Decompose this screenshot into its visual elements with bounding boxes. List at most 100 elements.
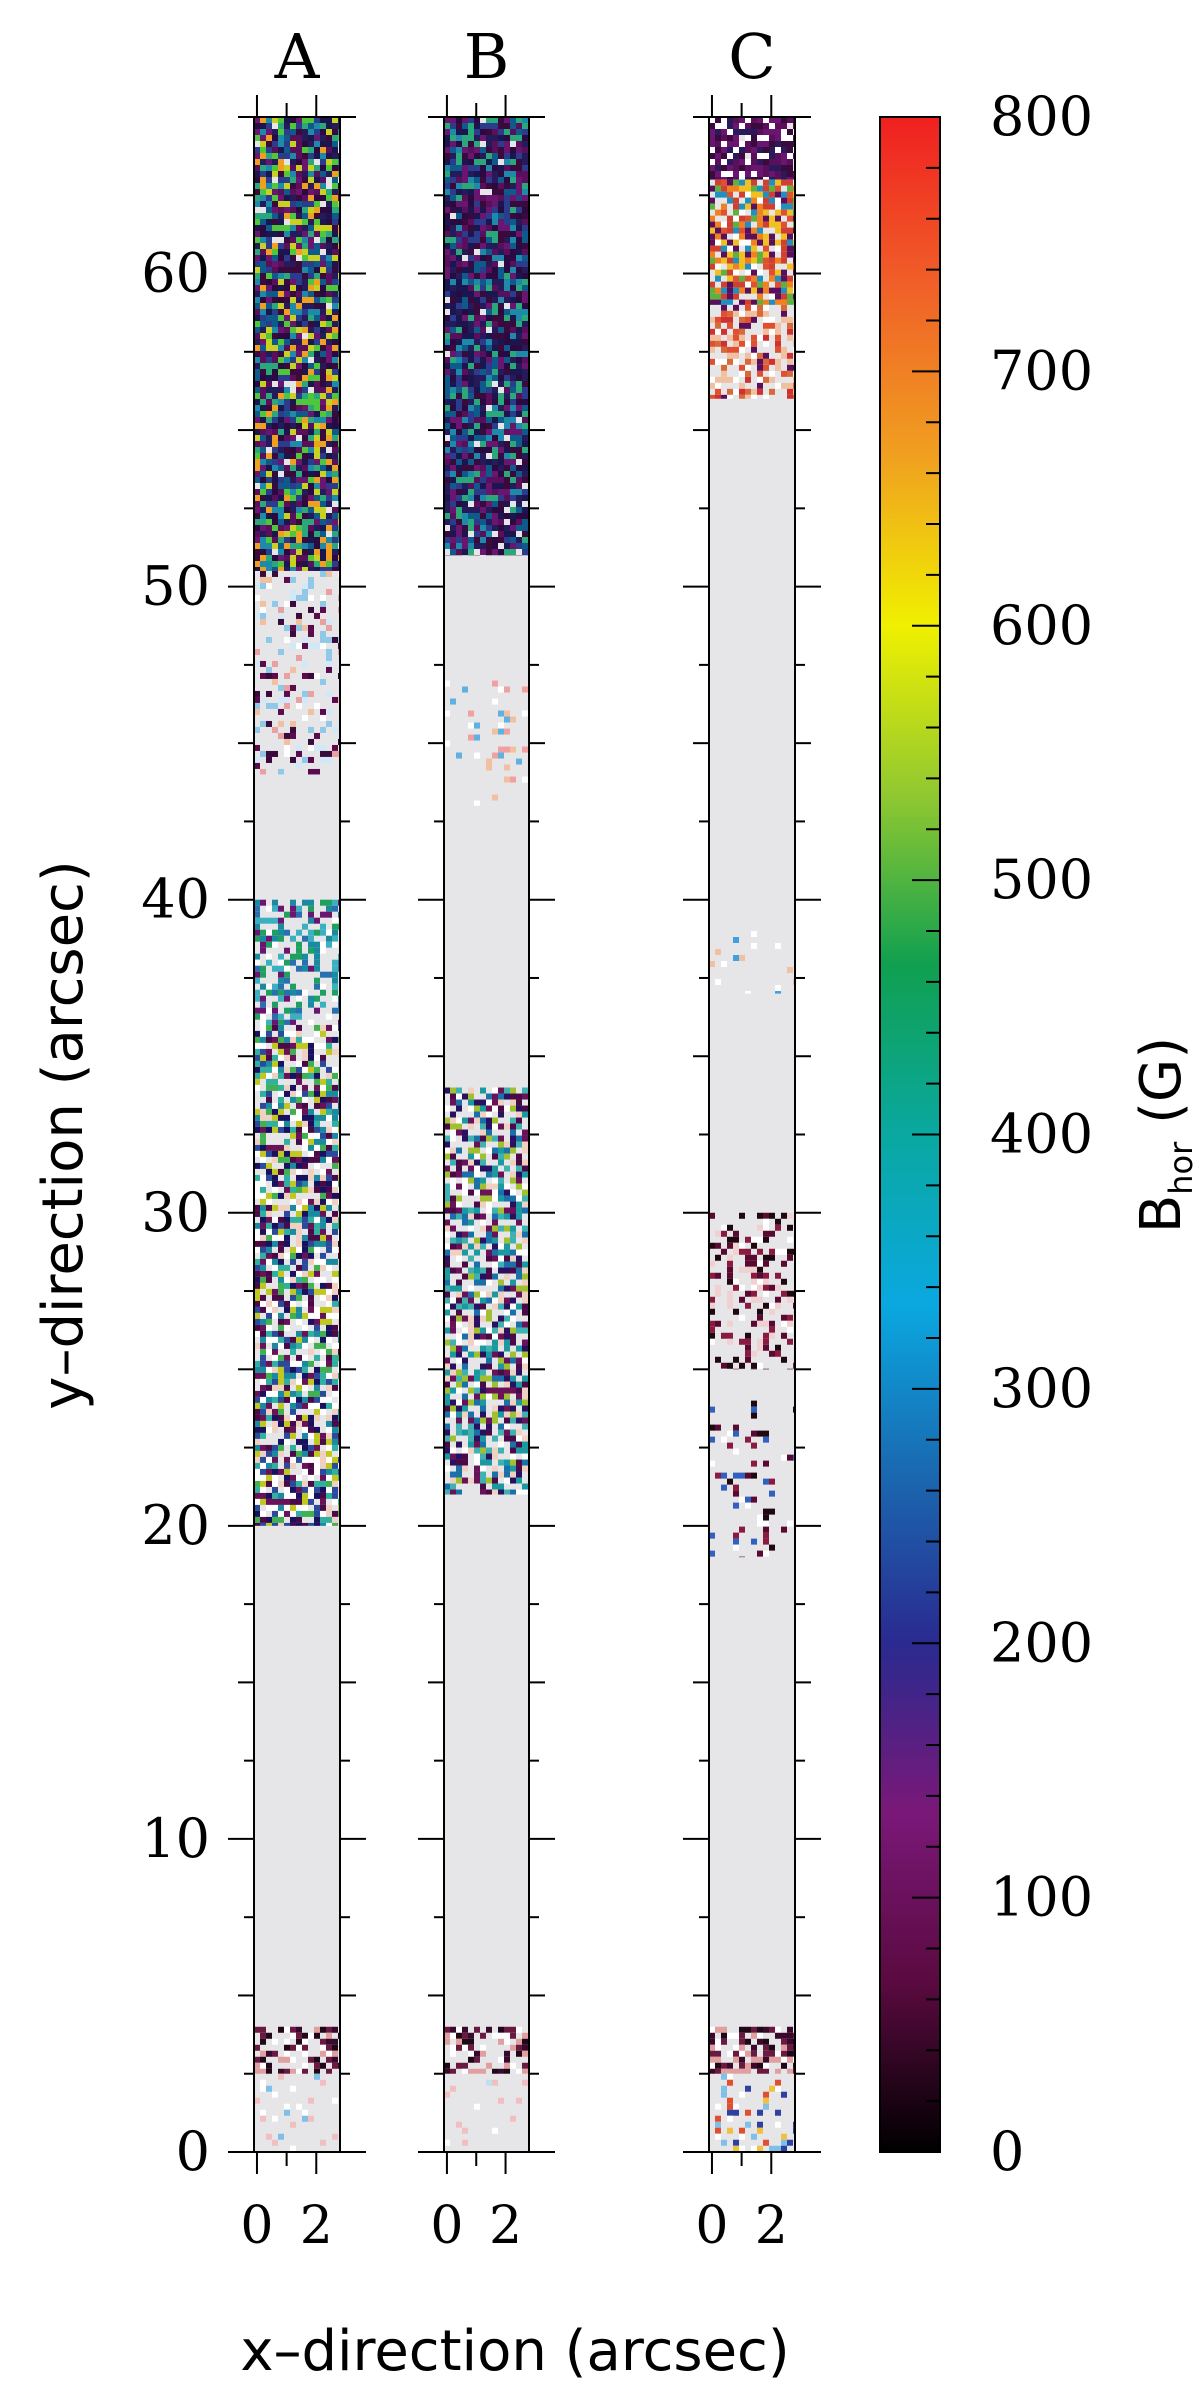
heatmap-cell: [254, 1066, 260, 1073]
heatmap-cell: [468, 351, 474, 357]
heatmap-cell: [516, 1213, 522, 1220]
heatmap-cell: [332, 309, 338, 315]
heatmap-cell: [302, 411, 308, 417]
heatmap-cell: [302, 1222, 308, 1229]
heatmap-cell: [284, 600, 290, 607]
heatmap-cell: [320, 1462, 326, 1469]
heatmap-cell: [284, 1102, 290, 1109]
heatmap-cell: [266, 1366, 272, 1373]
heatmap-cell: [486, 285, 492, 291]
heatmap-cell: [332, 1330, 338, 1337]
heatmap-cell: [486, 549, 492, 555]
heatmap-cell: [332, 459, 338, 465]
heatmap-cell: [272, 165, 278, 171]
heatmap-cell: [727, 177, 733, 180]
heatmap-cell: [444, 1381, 450, 1388]
heatmap-cell: [450, 237, 456, 243]
heatmap-cell: [510, 255, 516, 261]
heatmap-cell: [296, 1318, 302, 1325]
heatmap-cell: [284, 537, 290, 543]
heatmap-cell: [272, 249, 278, 255]
heatmap-cell: [468, 1087, 474, 1094]
heatmap-cell: [456, 507, 462, 513]
heatmap-cell: [504, 327, 510, 333]
heatmap-cell: [492, 321, 498, 327]
heatmap-cell: [480, 1429, 486, 1436]
heatmap-cell: [302, 1252, 308, 1259]
heatmap-cell: [308, 237, 314, 243]
heatmap-cell: [296, 567, 302, 571]
heatmap-cell: [278, 333, 284, 339]
heatmap-cell: [474, 1207, 480, 1214]
heatmap-cell: [492, 549, 498, 555]
heatmap-cell: [492, 1213, 498, 1220]
heatmap-cell: [757, 239, 763, 246]
heatmap-cell: [468, 117, 474, 123]
heatmap-cell: [498, 1213, 504, 1220]
heatmap-cell: [296, 744, 302, 751]
heatmap-cell: [510, 261, 516, 267]
heatmap-cell: [296, 1078, 302, 1085]
heatmap-cell: [498, 291, 504, 297]
heatmap-cell: [462, 465, 468, 471]
heatmap-cell: [302, 660, 308, 667]
heatmap-cell: [510, 237, 516, 243]
heatmap-cell: [468, 129, 474, 135]
heatmap-cell: [272, 1510, 278, 1517]
heatmap-cell: [498, 333, 504, 339]
heatmap-cell: [721, 177, 727, 180]
heatmap-cell: [498, 1411, 504, 1418]
heatmap-cell: [272, 489, 278, 495]
heatmap-cell: [320, 411, 326, 417]
heatmap-cell: [486, 279, 492, 285]
heatmap-cell: [332, 750, 338, 757]
heatmap-cell: [296, 1516, 302, 1523]
heatmap-cell: [254, 267, 260, 273]
heatmap-cell: [254, 411, 260, 417]
heatmap-cell: [468, 2038, 474, 2045]
heatmap-cell: [272, 1252, 278, 1259]
heatmap-cell: [462, 543, 468, 549]
heatmap-cell: [486, 207, 492, 213]
heatmap-cell: [314, 2068, 320, 2074]
heatmap-cell: [480, 543, 486, 549]
heatmap-cell: [284, 117, 290, 123]
heatmap-cell: [320, 1504, 326, 1511]
heatmap-cell: [266, 2085, 272, 2092]
heatmap-cell: [522, 411, 528, 417]
heatmap-cell: [486, 249, 492, 255]
heatmap-cell: [492, 477, 498, 483]
heatmap-cell: [522, 297, 528, 303]
heatmap-cell: [733, 123, 739, 129]
heatmap-cell: [284, 1144, 290, 1151]
heatmap-cell: [290, 417, 296, 423]
heatmap-cell: [480, 1273, 486, 1280]
heatmap-cell: [492, 1165, 498, 1172]
heatmap-cell: [266, 531, 272, 537]
heatmap-cell: [302, 696, 308, 703]
heatmap-cell: [456, 213, 462, 219]
heatmap-cell: [332, 935, 338, 942]
heatmap-cell: [450, 537, 456, 543]
heatmap-cell: [278, 1396, 284, 1403]
heatmap-cell: [781, 179, 787, 186]
heatmap-cell: [290, 207, 296, 213]
heatmap-cell: [320, 1468, 326, 1475]
heatmap-cell: [504, 1387, 510, 1394]
heatmap-cell: [456, 1345, 462, 1352]
heatmap-cell: [444, 1399, 450, 1406]
heatmap-cell: [498, 1243, 504, 1250]
heatmap-cell: [522, 429, 528, 435]
heatmap-cell: [498, 153, 504, 159]
heatmap-cell: [498, 1459, 504, 1466]
heatmap-cell: [492, 1375, 498, 1382]
heatmap-cell: [284, 207, 290, 213]
heatmap-cell: [769, 147, 775, 153]
heatmap-cell: [260, 720, 266, 727]
heatmap-cell: [522, 375, 528, 381]
heatmap-cell: [302, 1036, 308, 1043]
heatmap-cell: [474, 1183, 480, 1190]
heatmap-cell: [266, 1198, 272, 1205]
heatmap-cell: [474, 279, 480, 285]
heatmap-cell: [468, 507, 474, 513]
